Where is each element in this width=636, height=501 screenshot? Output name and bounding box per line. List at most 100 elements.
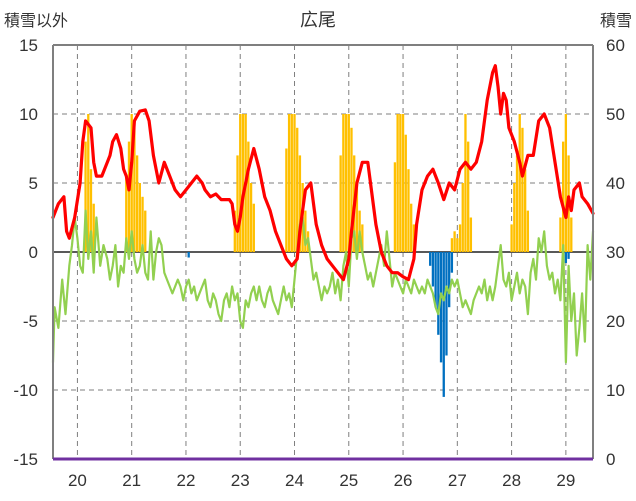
green-series-line — [51, 209, 595, 364]
orange-bar — [141, 196, 144, 252]
orange-bar — [87, 114, 90, 252]
orange-bar — [290, 114, 293, 252]
orange-bar — [355, 183, 359, 252]
orange-bar — [467, 141, 470, 252]
orange-bar — [450, 238, 454, 252]
orange-bar — [570, 217, 573, 252]
x-tick-label: 20 — [68, 471, 87, 490]
orange-bar — [296, 127, 299, 252]
orange-bar — [241, 114, 245, 252]
orange-bar — [298, 155, 302, 252]
orange-bar — [396, 114, 399, 252]
x-tick-label: 24 — [285, 471, 304, 490]
orange-bar — [461, 183, 464, 252]
left-tick-label: -10 — [13, 381, 38, 400]
blue-bar — [442, 252, 445, 397]
orange-bar — [236, 155, 239, 252]
orange-bar — [89, 169, 93, 252]
orange-bar — [84, 141, 87, 252]
orange-bar — [399, 114, 402, 252]
orange-bar — [404, 134, 407, 252]
blue-bar — [439, 252, 443, 363]
lines-layer — [51, 64, 595, 364]
red-series-line — [51, 64, 595, 282]
orange-bar — [564, 114, 568, 252]
right-tick-label: 50 — [606, 105, 625, 124]
x-tick-label: 21 — [122, 471, 141, 490]
orange-bar — [92, 203, 95, 252]
orange-bar — [138, 183, 141, 252]
orange-bar — [361, 224, 364, 252]
orange-bar — [510, 224, 513, 252]
orange-bar — [456, 238, 459, 252]
orange-bar — [239, 114, 242, 252]
blue-bar — [431, 252, 435, 287]
blue-bar — [429, 252, 432, 266]
right-tick-label: 20 — [606, 312, 625, 331]
x-tick-label: 26 — [394, 471, 413, 490]
orange-bar — [339, 155, 342, 252]
orange-bar — [410, 203, 413, 252]
orange-bar — [293, 114, 296, 252]
orange-bar — [233, 210, 236, 252]
orange-bar — [464, 114, 467, 252]
orange-bar — [559, 217, 562, 252]
orange-bar — [524, 169, 527, 252]
orange-bar — [347, 114, 350, 252]
orange-bar — [247, 141, 250, 252]
left-tick-label: 0 — [29, 243, 38, 262]
x-tick-label: 28 — [502, 471, 521, 490]
orange-bar — [344, 114, 348, 252]
orange-bar — [133, 127, 136, 252]
orange-bar — [252, 203, 255, 252]
orange-bar — [144, 210, 147, 252]
orange-bar — [125, 176, 128, 252]
orange-bar — [285, 148, 288, 252]
left-tick-label: 10 — [19, 105, 38, 124]
blue-bar — [450, 252, 454, 273]
x-tick-label: 23 — [231, 471, 250, 490]
x-tick-label: 29 — [556, 471, 575, 490]
chart-title: 広尾 — [300, 10, 336, 30]
orange-bar — [561, 141, 565, 252]
left-axis-label: 積雪以外 — [4, 12, 68, 30]
orange-bar — [401, 114, 405, 252]
blue-bar — [445, 252, 448, 356]
orange-bar — [130, 114, 133, 252]
orange-bar — [304, 210, 307, 252]
labels-layer: 広尾 積雪以外 積雪 15 60 10 50 5 40 0 30 -5 20 -10 10 -15 0 20… — [4, 10, 632, 490]
orange-bar — [513, 183, 516, 252]
orange-bar — [135, 155, 139, 252]
bars-layer — [84, 114, 573, 397]
x-tick-label: 27 — [448, 471, 467, 490]
x-tick-label: 25 — [339, 471, 358, 490]
right-tick-label: 30 — [606, 243, 625, 262]
orange-bar — [393, 162, 397, 252]
right-tick-label: 0 — [606, 450, 615, 469]
orange-bar — [350, 127, 353, 252]
orange-bar — [453, 231, 456, 252]
frame-layer — [52, 44, 594, 461]
right-tick-label: 10 — [606, 381, 625, 400]
orange-bar — [407, 169, 410, 252]
orange-bar — [526, 210, 530, 252]
left-tick-label: 5 — [29, 174, 38, 193]
right-tick-label: 40 — [606, 174, 625, 193]
blue-bar — [187, 252, 190, 258]
orange-bar — [342, 114, 345, 252]
orange-bar — [249, 183, 253, 252]
orange-bar — [518, 114, 521, 252]
orange-bar — [469, 217, 473, 252]
blue-bar — [448, 252, 451, 308]
orange-bar — [127, 141, 131, 252]
orange-bar — [412, 224, 416, 252]
left-tick-label: -5 — [23, 312, 38, 331]
orange-bar — [521, 127, 524, 252]
left-tick-label: 15 — [19, 36, 38, 55]
right-axis-label: 積雪 — [600, 12, 632, 30]
blue-bar — [437, 252, 440, 335]
orange-bar — [458, 224, 462, 252]
orange-bar — [515, 155, 519, 252]
left-tick-label: -15 — [13, 450, 38, 469]
